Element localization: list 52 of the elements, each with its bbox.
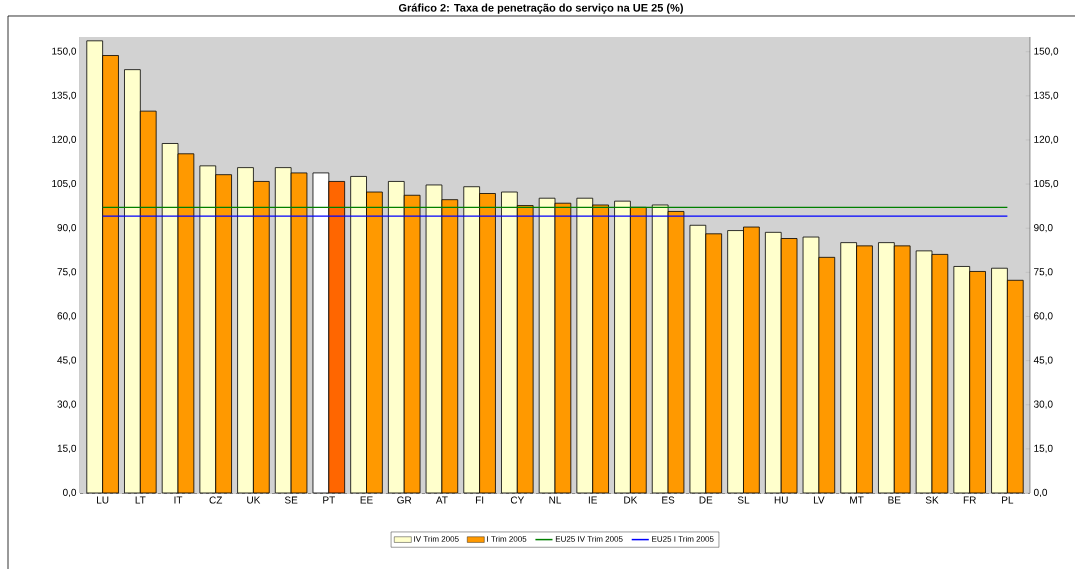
y2-tick-label: 150,0 [1034,47,1059,56]
y2-tick-label: 60,0 [1034,312,1053,321]
x-tick-label: LT [135,496,146,504]
chart-title: Gráfico 2: Taxa de penetração do serviço na UE 25 (%) [398,3,683,14]
x-tick-label: AT [435,496,448,504]
legend-label: I Trim 2005 [487,535,527,542]
y2-tick-label: 75,0 [1034,268,1053,277]
x-tick-label: PT [323,496,335,504]
y-tick-label: 150,0 [52,47,77,56]
x-tick-label: IT [174,496,183,504]
x-tick-label: MT [850,496,864,504]
x-tick-label: CY [510,496,525,504]
legend-label: EU25 I Trim 2005 [652,535,714,542]
y-tick-label: 15,0 [57,444,77,453]
y-tick-label: 135,0 [52,91,77,100]
x-tick-label: CZ [209,496,223,504]
y2-tick-label: 15,0 [1034,444,1053,453]
y-tick-label: 75,0 [57,268,77,277]
y-tick-label: 90,0 [57,224,77,233]
x-tick-label: FI [475,496,484,504]
y-tick-label: 105,0 [52,179,77,189]
y2-tick-label: 120,0 [1034,135,1059,145]
x-tick-label: LU [97,496,109,504]
y-tick-label: 120,0 [52,135,77,145]
y2-tick-label: 105,0 [1034,179,1059,189]
x-tick-label: IE [588,496,597,504]
y2-tick-label: 0,0 [1033,488,1048,498]
x-tick-label: HU [774,496,788,504]
legend-label: EU25 IV Trim 2005 [555,535,623,542]
y2-tick-label: 90,0 [1034,224,1053,233]
x-tick-label: ES [662,496,675,504]
x-tick-label: PL [1002,496,1014,504]
x-tick-label: SK [925,496,939,504]
x-tick-label: DK [624,496,638,504]
x-tick-label: NL [549,496,562,504]
x-tick-label: EE [360,496,373,504]
x-tick-label: GR [397,496,412,504]
y-tick-label: 0,0 [62,488,77,498]
x-tick-label: FR [963,496,976,504]
x-tick-label: SL [737,496,750,504]
x-tick-label: BE [888,496,901,504]
y2-tick-label: 45,0 [1033,356,1053,365]
x-tick-label: SE [284,496,298,504]
x-tick-label: UK [247,496,261,504]
y2-tick-label: 135,0 [1034,91,1059,100]
y2-tick-label: 30,0 [1033,400,1053,409]
x-tick-label: DE [699,496,713,504]
y-tick-label: 60,0 [57,312,77,321]
x-tick-label: LV [813,496,825,504]
y-tick-label: 45,0 [57,356,77,365]
legend-label: IV Trim 2005 [414,535,459,542]
y-tick-label: 30,0 [57,400,77,409]
